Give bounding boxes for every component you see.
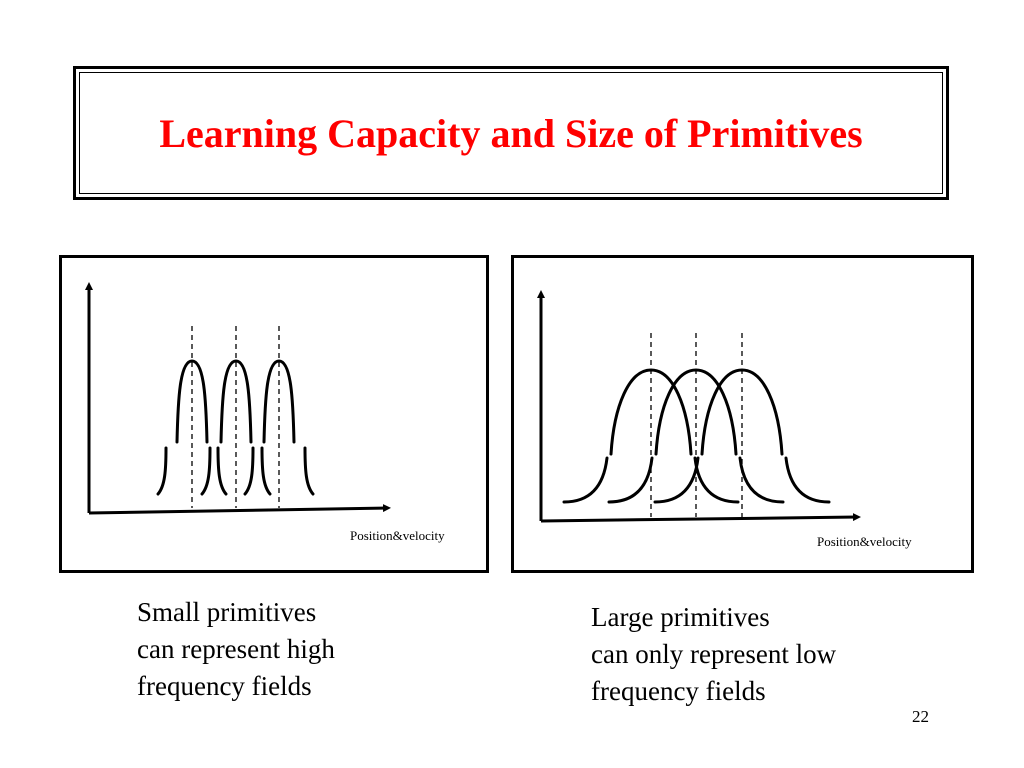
caption-line: frequency fields xyxy=(591,676,766,706)
caption-line: frequency fields xyxy=(137,671,312,701)
large-primitive-curve xyxy=(653,368,831,504)
caption-line: Small primitives xyxy=(137,597,317,627)
large-primitives-caption: Large primitives can only represent low … xyxy=(591,599,836,710)
x-axis-label: Position&velocity xyxy=(817,534,912,549)
small-primitive-curve xyxy=(200,359,272,496)
caption-line: Large primitives xyxy=(591,602,770,632)
slide-title: Learning Capacity and Size of Primitives xyxy=(159,110,863,156)
small-primitive-curve xyxy=(156,359,228,496)
large-primitives-plot xyxy=(537,290,861,523)
caption-line: can represent high xyxy=(137,634,335,664)
page-number: 22 xyxy=(912,707,929,726)
small-primitives-caption: Small primitives can represent high freq… xyxy=(137,594,335,705)
small-primitives-diagram: Position&velocity xyxy=(59,255,489,573)
caption-line: can only represent low xyxy=(591,639,837,669)
slide-title-inner-frame: Learning Capacity and Size of Primitives xyxy=(79,72,943,194)
x-axis xyxy=(540,513,861,523)
x-axis-label: Position&velocity xyxy=(350,528,445,543)
large-primitives-diagram: Position&velocity xyxy=(511,255,974,573)
small-primitive-curve xyxy=(243,359,315,496)
small-primitives-plot xyxy=(85,282,391,515)
slide-title-frame: Learning Capacity and Size of Primitives xyxy=(73,66,949,200)
large-primitive-curve xyxy=(607,368,785,504)
x-axis xyxy=(88,504,391,515)
